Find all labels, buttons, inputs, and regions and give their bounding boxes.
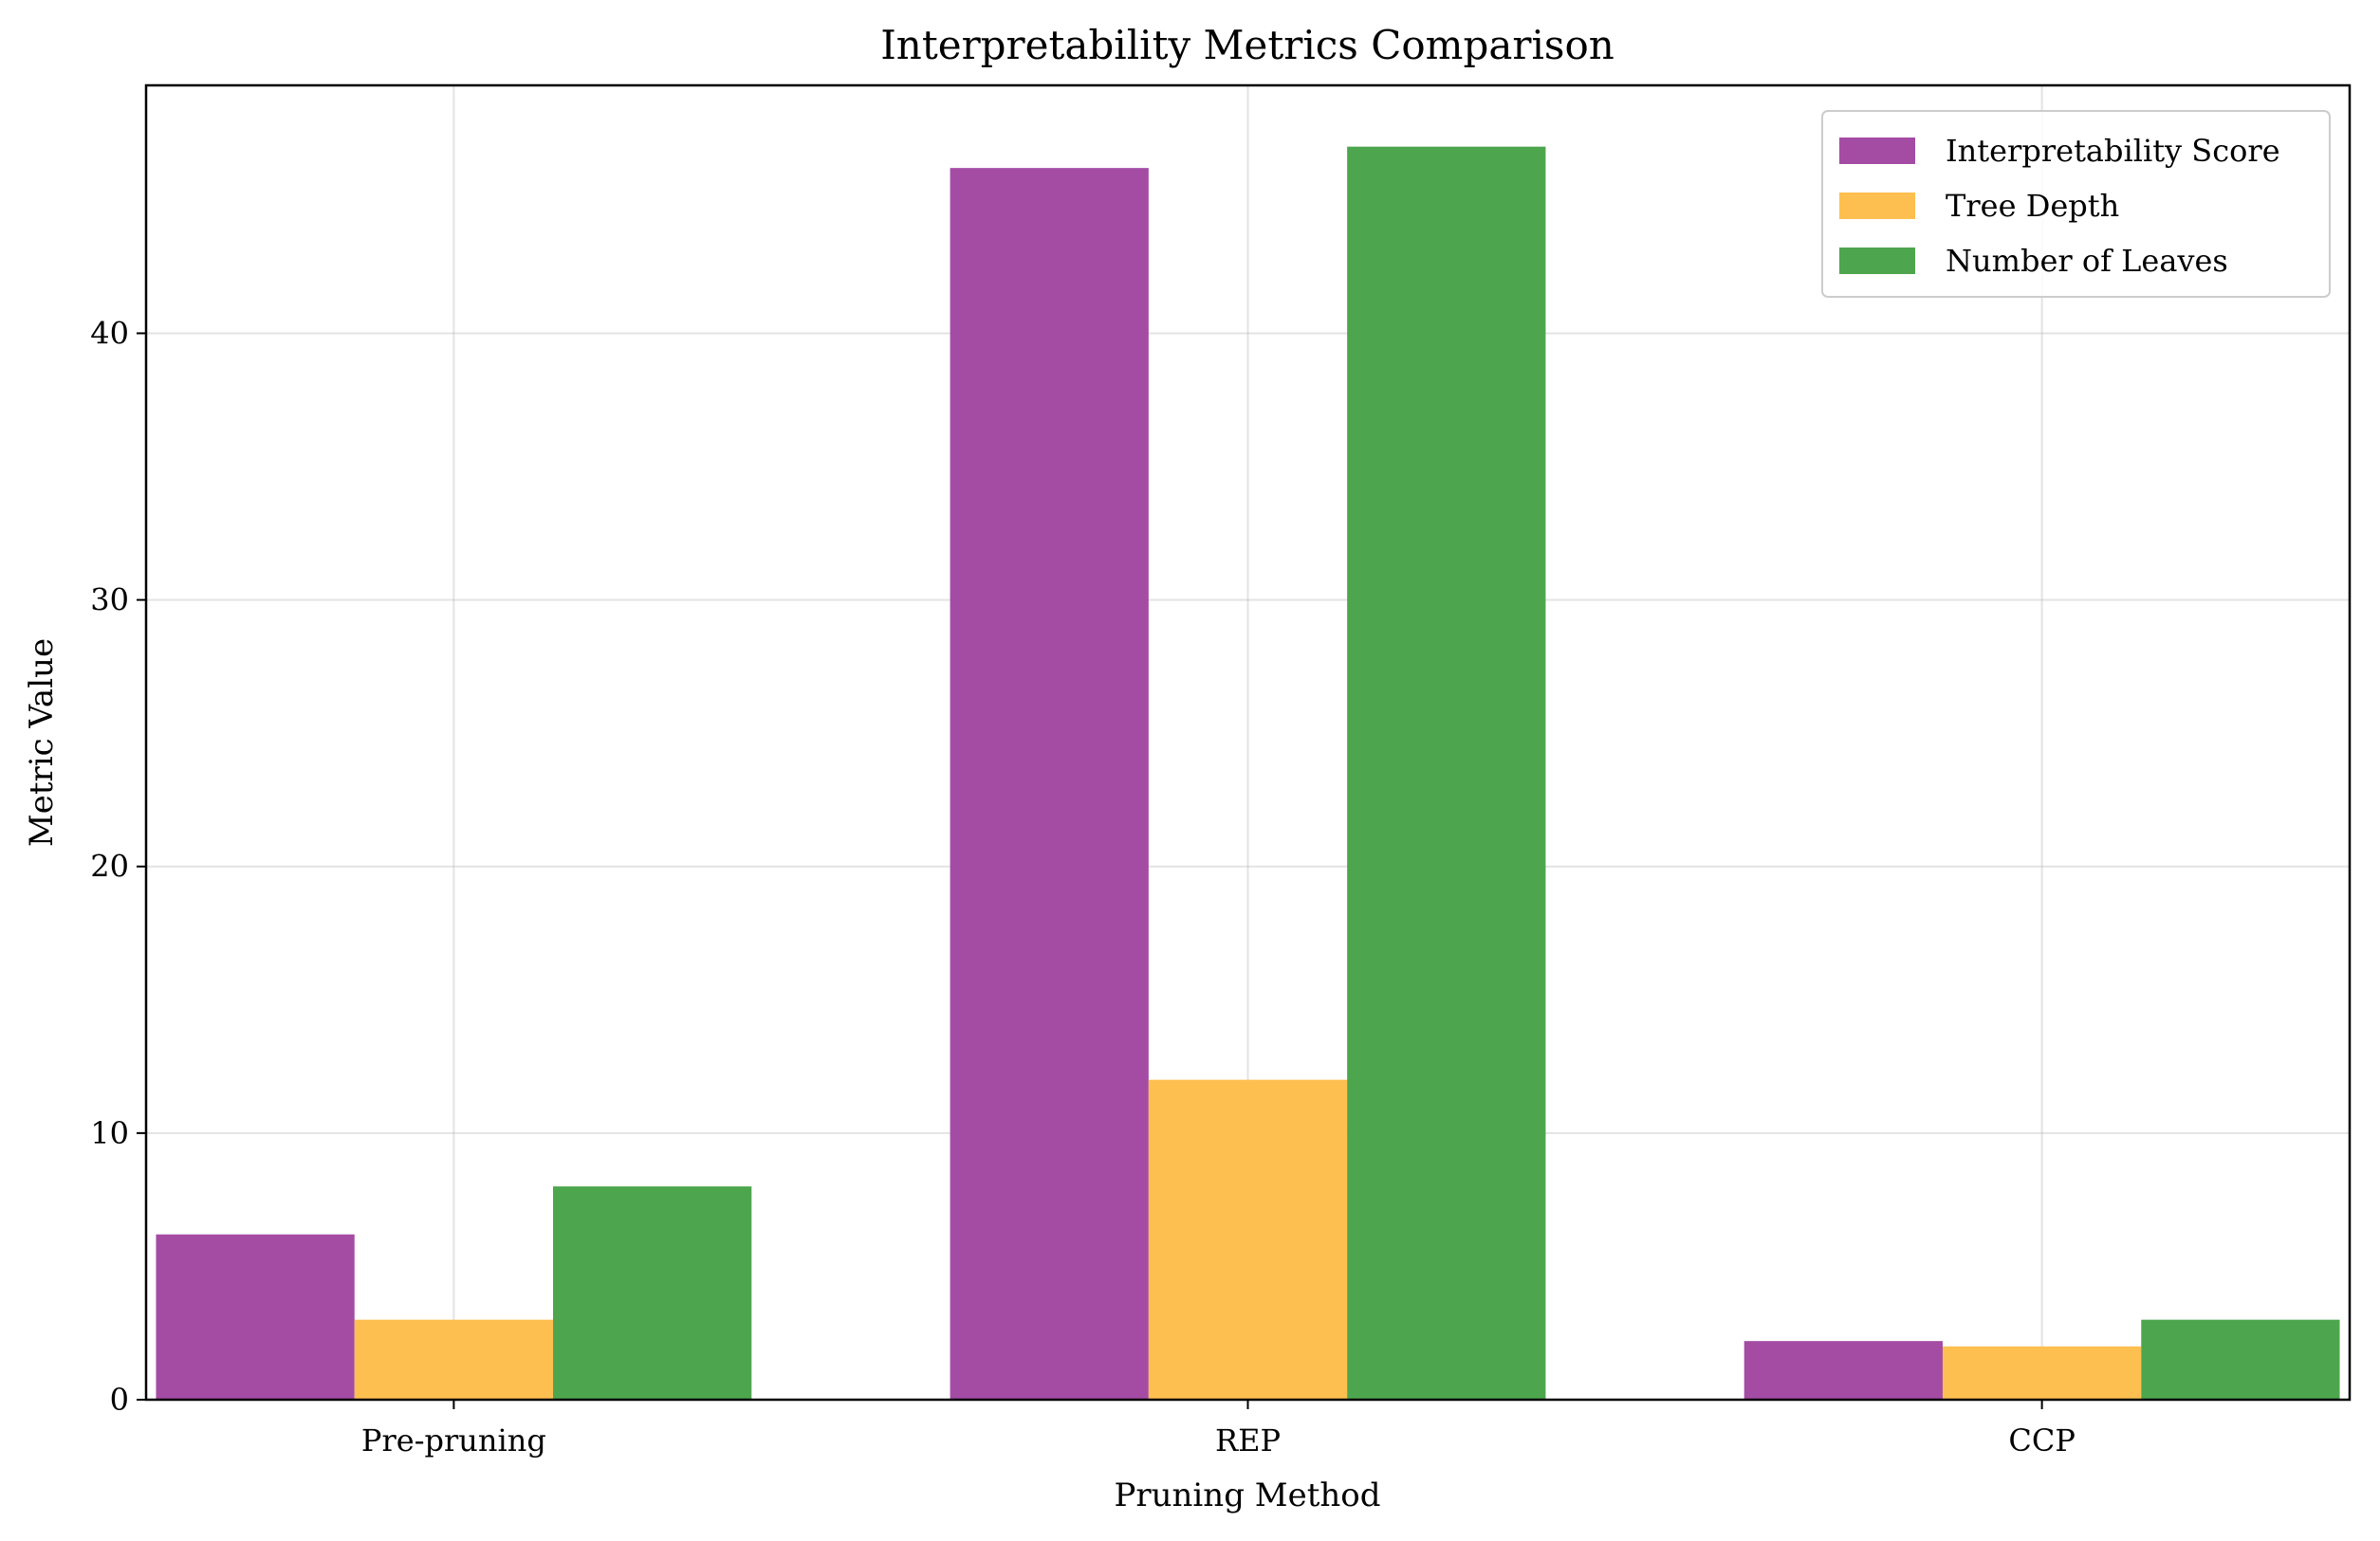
legend-label: Interpretability Score <box>1946 133 2280 169</box>
legend-label: Tree Depth <box>1946 188 2119 224</box>
bar-number-of-leaves-pre-pruning <box>553 1186 752 1400</box>
bar-interpretability-score-ccp <box>1743 1341 1943 1400</box>
bar-interpretability-score-pre-pruning <box>156 1234 355 1400</box>
legend-swatch-1 <box>1839 193 1915 219</box>
y-tick-label: 20 <box>90 849 129 885</box>
x-tick-label: CCP <box>2008 1422 2076 1458</box>
legend: Interpretability Score Tree Depth Number o… <box>1821 110 2331 298</box>
y-tick-label: 40 <box>90 315 129 351</box>
bar-tree-depth-rep <box>1148 1079 1348 1400</box>
legend-swatch-2 <box>1839 248 1915 274</box>
x-tick-label: REP <box>1215 1422 1281 1458</box>
y-tick-label: 0 <box>110 1382 129 1418</box>
bars <box>156 146 2340 1401</box>
bar-interpretability-score-rep <box>950 168 1149 1401</box>
x-tick-label: Pre-pruning <box>361 1422 546 1458</box>
y-axis-ticks: 0 10 20 30 40 <box>90 315 146 1418</box>
bar-number-of-leaves-rep <box>1347 146 1546 1400</box>
bar-tree-depth-pre-pruning <box>354 1319 554 1400</box>
y-tick-label: 10 <box>90 1115 129 1151</box>
y-tick-label: 30 <box>90 582 129 618</box>
legend-label: Number of Leaves <box>1946 243 2228 279</box>
legend-swatch-0 <box>1839 138 1915 164</box>
chart-title: Interpretability Metrics Comparison <box>880 22 1614 68</box>
legend-box <box>1821 110 2331 298</box>
bar-tree-depth-ccp <box>1942 1346 2142 1400</box>
bar-number-of-leaves-ccp <box>2141 1319 2340 1400</box>
x-axis-label: Pruning Method <box>1115 1477 1381 1514</box>
y-axis-label: Metric Value <box>23 638 61 847</box>
x-axis-ticks: Pre-pruning REP CCP <box>361 1400 2076 1458</box>
